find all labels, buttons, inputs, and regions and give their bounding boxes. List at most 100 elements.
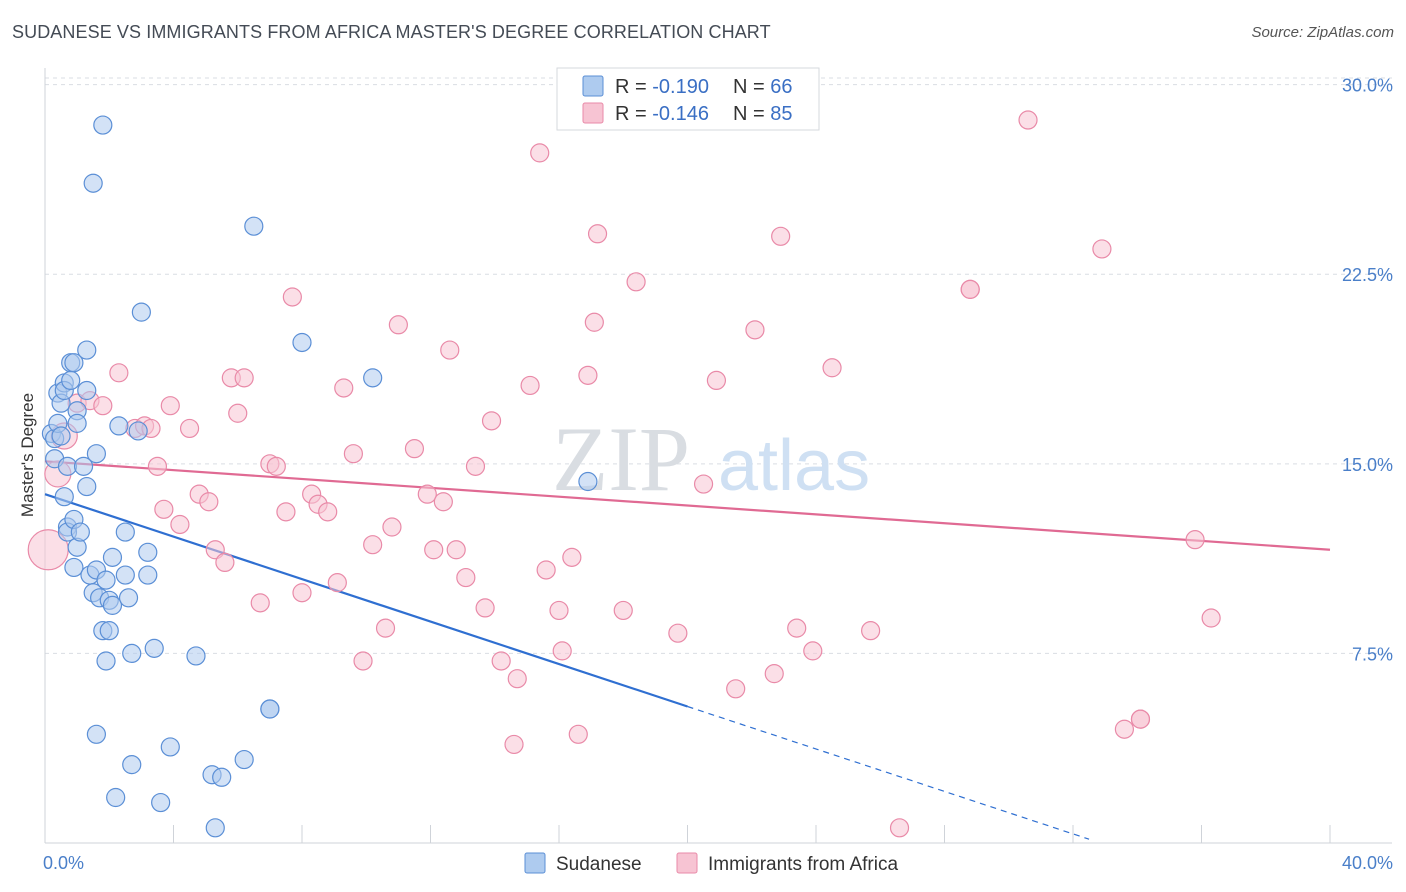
point-immigrants-from-africa bbox=[440, 340, 460, 360]
point-immigrants-from-africa bbox=[282, 287, 302, 307]
point-sudanese bbox=[138, 542, 158, 562]
point-immigrants-from-africa bbox=[276, 502, 296, 522]
point-immigrants-from-africa bbox=[93, 396, 113, 416]
point-immigrants-from-africa bbox=[960, 279, 980, 299]
point-sudanese bbox=[83, 173, 103, 193]
point-immigrants-from-africa bbox=[363, 535, 383, 555]
point-sudanese bbox=[186, 646, 206, 666]
point-sudanese bbox=[61, 370, 81, 390]
point-immigrants-from-africa bbox=[507, 669, 527, 689]
watermark: ZIP atlas bbox=[552, 408, 870, 510]
point-sudanese bbox=[99, 621, 119, 641]
point-immigrants-from-africa bbox=[584, 312, 604, 332]
trend-line-sudanese bbox=[44, 493, 688, 708]
point-immigrants-from-africa bbox=[456, 567, 476, 588]
legend-r-value: -0.190 bbox=[652, 76, 709, 98]
point-immigrants-from-africa bbox=[353, 651, 373, 671]
point-sudanese bbox=[102, 547, 123, 567]
point-immigrants-from-africa bbox=[465, 456, 486, 476]
point-sudanese bbox=[77, 476, 97, 497]
legend: R = -0.190 N = 66 R = -0.146 N = 85 bbox=[556, 67, 820, 131]
point-immigrants-from-africa bbox=[375, 618, 396, 638]
point-immigrants-from-africa bbox=[475, 598, 495, 618]
point-immigrants-from-africa bbox=[668, 623, 688, 643]
point-immigrants-from-africa bbox=[771, 226, 791, 246]
point-immigrants-from-africa bbox=[861, 621, 881, 641]
point-immigrants-from-africa bbox=[109, 363, 129, 383]
point-immigrants-from-africa bbox=[562, 547, 582, 567]
point-sudanese bbox=[122, 755, 142, 775]
point-sudanese bbox=[160, 737, 180, 757]
point-immigrants-from-africa bbox=[520, 375, 540, 396]
point-immigrants-from-africa bbox=[1114, 719, 1135, 739]
chart-title: SUDANESE VS IMMIGRANTS FROM AFRICA MASTE… bbox=[12, 22, 771, 42]
point-immigrants-from-africa bbox=[481, 411, 502, 431]
point-sudanese bbox=[234, 749, 254, 770]
point-immigrants-from-africa bbox=[215, 552, 235, 573]
point-immigrants-from-africa bbox=[745, 320, 765, 340]
point-immigrants-from-africa bbox=[205, 540, 225, 560]
point-immigrants-from-africa bbox=[1092, 239, 1112, 259]
y-axis-title: Master's Degree bbox=[18, 393, 37, 517]
point-immigrants-from-africa bbox=[424, 540, 444, 560]
point-immigrants-from-africa bbox=[536, 560, 556, 580]
point-sudanese bbox=[144, 638, 164, 658]
point-immigrants-from-africa bbox=[803, 641, 823, 661]
trend-line-sudanese-extension bbox=[687, 705, 1090, 840]
legend-r-value: -0.146 bbox=[652, 103, 709, 125]
point-sudanese bbox=[73, 456, 94, 476]
point-sudanese bbox=[51, 426, 71, 446]
x-tick-label-max: 40.0% bbox=[1342, 853, 1393, 873]
point-sudanese bbox=[131, 302, 151, 322]
y-tick-label: 30.0% bbox=[1342, 76, 1393, 96]
legend-n-label: N = bbox=[733, 103, 770, 125]
point-immigrants-from-africa bbox=[787, 618, 807, 638]
point-sudanese bbox=[106, 787, 126, 808]
point-sudanese bbox=[93, 115, 113, 135]
point-immigrants-from-africa bbox=[334, 378, 354, 398]
trend-lines bbox=[44, 460, 1331, 840]
point-sudanese bbox=[122, 643, 142, 664]
point-sudanese bbox=[109, 416, 129, 436]
point-immigrants-from-africa bbox=[693, 474, 714, 494]
point-immigrants-from-africa bbox=[179, 418, 200, 439]
bottom-legend-swatch-sudanese bbox=[524, 852, 546, 874]
point-immigrants-from-africa bbox=[726, 679, 746, 699]
point-immigrants-from-africa bbox=[1201, 608, 1221, 628]
point-immigrants-from-africa bbox=[549, 600, 569, 621]
point-immigrants-from-africa bbox=[587, 224, 608, 244]
point-immigrants-from-africa bbox=[491, 651, 511, 671]
legend-n-value: 85 bbox=[770, 103, 792, 125]
series-immigrants-from-africa bbox=[27, 110, 1221, 838]
point-sudanese bbox=[102, 595, 123, 615]
bottom-legend-label-sudanese: Sudanese bbox=[556, 854, 642, 875]
point-immigrants-from-africa bbox=[530, 143, 550, 163]
point-immigrants-from-africa bbox=[552, 641, 572, 661]
point-sudanese bbox=[64, 353, 84, 373]
point-immigrants-from-africa bbox=[1185, 530, 1205, 550]
bottom-legend: Sudanese Immigrants from Africa bbox=[524, 852, 898, 875]
point-immigrants-from-africa bbox=[404, 439, 425, 459]
point-sudanese bbox=[96, 570, 116, 590]
point-sudanese bbox=[118, 588, 139, 608]
trend-line-immigrants-from-africa bbox=[44, 460, 1331, 551]
legend-swatch-immigrants-from-africa bbox=[582, 102, 604, 124]
series-sudanese bbox=[41, 115, 598, 838]
point-immigrants-from-africa bbox=[417, 484, 437, 504]
point-immigrants-from-africa bbox=[504, 734, 524, 755]
grid bbox=[45, 77, 1392, 654]
legend-entry-sudanese: R = -0.190 N = 66 bbox=[615, 76, 793, 98]
point-sudanese bbox=[115, 522, 135, 542]
point-sudanese bbox=[86, 444, 107, 464]
point-sudanese bbox=[70, 522, 90, 542]
point-immigrants-from-africa bbox=[318, 502, 338, 522]
point-immigrants-from-africa bbox=[170, 514, 190, 535]
point-sudanese bbox=[260, 699, 280, 719]
point-immigrants-from-africa bbox=[343, 444, 363, 464]
chart-source: Source: ZipAtlas.com bbox=[1251, 24, 1394, 41]
point-sudanese bbox=[77, 380, 97, 401]
point-immigrants-from-africa bbox=[578, 365, 598, 385]
point-sudanese bbox=[244, 216, 264, 236]
y-tick-label: 7.5% bbox=[1352, 644, 1393, 664]
